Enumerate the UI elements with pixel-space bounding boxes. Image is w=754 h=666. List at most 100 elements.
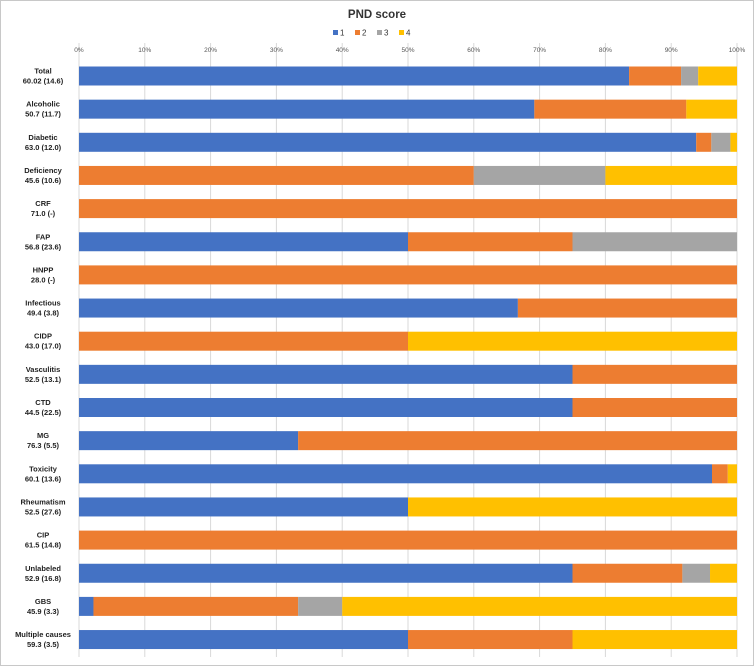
category-label: CIDP	[34, 332, 52, 341]
category-stat: 56.8 (23.6)	[25, 242, 62, 251]
bar-segment	[408, 232, 573, 252]
bar-segment	[605, 165, 737, 185]
category-stat: 60.1 (13.6)	[25, 474, 62, 483]
bar-segment	[698, 66, 737, 86]
bar-segment	[473, 165, 606, 185]
x-tick-label: 100%	[729, 47, 746, 54]
bar-segment	[711, 132, 731, 152]
bar-segment	[711, 464, 728, 484]
category-stat: 60.02 (14.6)	[23, 77, 64, 86]
bar-segment	[79, 199, 737, 219]
category-stat: 28.0 (-)	[31, 275, 56, 284]
x-tick-label: 10%	[138, 47, 151, 54]
category-label: Deficiency	[24, 166, 62, 175]
bar-segment	[79, 298, 518, 318]
category-stat: 63.0 (12.0)	[25, 143, 62, 152]
category-label: Rheumatism	[20, 497, 65, 506]
category-stat: 61.5 (14.8)	[25, 541, 62, 550]
legend-swatch-2	[355, 30, 360, 35]
category-stat: 45.6 (10.6)	[25, 176, 62, 185]
legend-swatch-3	[377, 30, 382, 35]
bar-segment	[408, 630, 573, 650]
x-axis-ticks: 0% 10% 20% 30% 40% 50% 60% 70% 80% 90% 100%	[74, 47, 745, 54]
x-tick-label: 20%	[204, 47, 217, 54]
bar-segment	[572, 630, 737, 650]
category-label: CTD	[35, 398, 51, 407]
category-stat: 76.3 (5.5)	[27, 441, 60, 450]
category-label: Multiple causes	[15, 630, 71, 639]
bar-segment	[79, 331, 408, 351]
category-label: Total	[34, 67, 51, 76]
x-tick-label: 70%	[533, 47, 546, 54]
bar-segment	[79, 165, 474, 185]
bar-segment	[342, 596, 737, 616]
category-label: Diabetic	[28, 133, 57, 142]
x-tick-label: 40%	[336, 47, 349, 54]
bar-segment	[79, 596, 94, 616]
category-stat: 52.5 (27.6)	[25, 507, 62, 516]
x-tick-label: 80%	[599, 47, 612, 54]
bar-segment	[629, 66, 682, 86]
bar-segment	[79, 364, 573, 384]
x-tick-label: 50%	[401, 47, 414, 54]
bar-segment	[408, 331, 737, 351]
bar-segment	[686, 99, 737, 119]
bars	[79, 66, 737, 650]
bar-segment	[79, 563, 573, 583]
category-stat: 59.3 (3.5)	[27, 640, 60, 649]
bar-segment	[79, 265, 737, 285]
category-label: CRF	[35, 199, 51, 208]
category-label: Infectious	[25, 299, 60, 308]
category-stat: 71.0 (-)	[31, 209, 56, 218]
legend-label-2: 2	[362, 29, 367, 38]
chart-title: PND score	[348, 9, 406, 21]
bar-segment	[408, 497, 737, 517]
category-stat: 49.4 (3.8)	[27, 309, 60, 318]
bar-segment	[681, 66, 699, 86]
bar-segment	[79, 232, 408, 252]
category-stat: 52.9 (16.8)	[25, 574, 62, 583]
bar-segment	[79, 132, 697, 152]
bar-segment	[572, 398, 737, 417]
bar-segment	[79, 431, 299, 451]
bar-segment	[79, 630, 408, 650]
bar-segment	[710, 563, 737, 583]
category-label: Unlabeled	[25, 564, 61, 573]
bar-segment	[79, 464, 712, 484]
category-label: MG	[37, 431, 49, 440]
category-stat: 45.9 (3.3)	[27, 607, 60, 616]
category-label: Toxicity	[29, 464, 58, 473]
bar-segment	[79, 530, 737, 550]
category-stat: 44.5 (22.5)	[25, 408, 62, 417]
bar-segment	[572, 563, 683, 583]
bar-segment	[572, 364, 737, 384]
category-stat: 43.0 (17.0)	[25, 342, 62, 351]
category-label: CIP	[37, 531, 50, 540]
bar-segment	[517, 298, 737, 318]
bar-segment	[79, 497, 408, 517]
bar-segment	[79, 398, 573, 417]
x-tick-label: 90%	[665, 47, 678, 54]
bar-segment	[730, 132, 737, 152]
category-label: Vasculitis	[26, 365, 61, 374]
bar-segment	[79, 66, 630, 86]
x-tick-label: 60%	[467, 47, 480, 54]
bar-segment	[572, 232, 737, 252]
category-label: Alcoholic	[26, 100, 60, 109]
legend-label-4: 4	[406, 29, 411, 38]
x-tick-label: 0%	[74, 47, 84, 54]
bar-segment	[79, 99, 535, 119]
bar-segment	[682, 563, 711, 583]
category-label: FAP	[36, 232, 51, 241]
category-stat: 52.5 (13.1)	[25, 375, 62, 384]
legend-label-1: 1	[340, 29, 345, 38]
bar-segment	[534, 99, 687, 119]
bar-segment	[298, 596, 343, 616]
category-label: GBS	[35, 597, 51, 606]
x-tick-label: 30%	[270, 47, 283, 54]
category-stat: 50.7 (11.7)	[25, 110, 61, 119]
bar-segment	[93, 596, 299, 616]
